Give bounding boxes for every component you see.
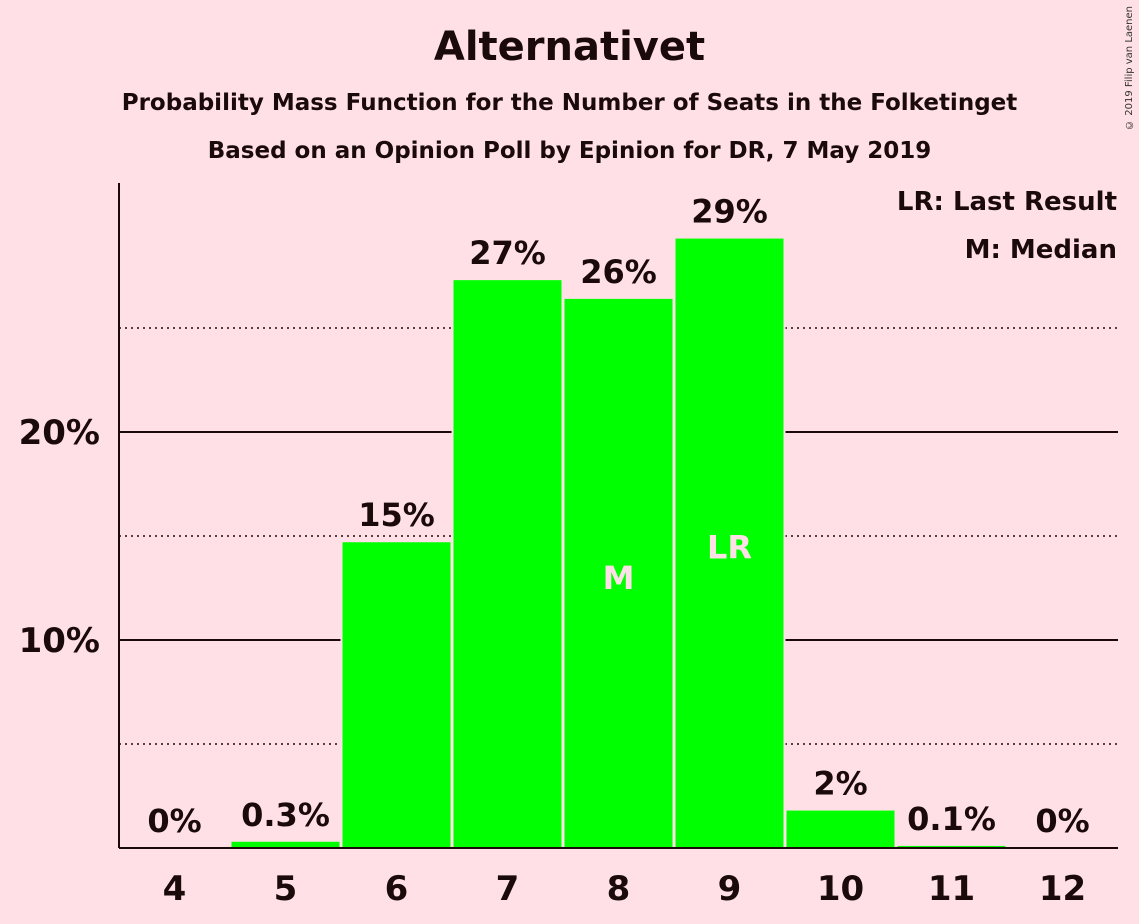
legend-entry: M: Median xyxy=(965,235,1117,265)
value-label: 0% xyxy=(1035,802,1089,840)
value-label: 29% xyxy=(691,193,768,231)
x-tick-label: 8 xyxy=(607,869,631,909)
bar-annotation: M xyxy=(603,559,635,597)
chart-subtitle: Probability Mass Function for the Number… xyxy=(121,90,1018,116)
x-tick-label: 10 xyxy=(817,869,864,909)
value-label: 0.1% xyxy=(907,800,996,838)
y-tick-label: 10% xyxy=(19,621,100,661)
chart-source-line: Based on an Opinion Poll by Epinion for … xyxy=(207,138,932,164)
x-tick-label: 6 xyxy=(385,869,409,909)
bar xyxy=(564,298,673,848)
bar xyxy=(675,238,784,848)
value-label: 27% xyxy=(469,234,546,272)
x-tick-label: 12 xyxy=(1039,869,1086,909)
value-label: 26% xyxy=(580,253,657,291)
x-tick-label: 4 xyxy=(163,869,187,909)
bar xyxy=(231,841,340,848)
y-tick-label: 20% xyxy=(19,413,100,453)
x-tick-label: 9 xyxy=(718,869,742,909)
bar xyxy=(786,810,895,848)
legend-entry: LR: Last Result xyxy=(897,187,1117,217)
x-tick-label: 5 xyxy=(274,869,298,909)
value-label: 0% xyxy=(147,802,201,840)
bar-annotation: LR xyxy=(707,529,752,567)
chart-title: Alternativet xyxy=(433,24,706,70)
x-tick-label: 11 xyxy=(928,869,975,909)
value-label: 2% xyxy=(813,765,867,803)
value-label: 0.3% xyxy=(241,796,330,834)
bar xyxy=(342,542,451,848)
bar xyxy=(897,845,1006,848)
bar xyxy=(453,280,562,848)
value-label: 15% xyxy=(358,496,435,534)
x-tick-label: 7 xyxy=(496,869,520,909)
